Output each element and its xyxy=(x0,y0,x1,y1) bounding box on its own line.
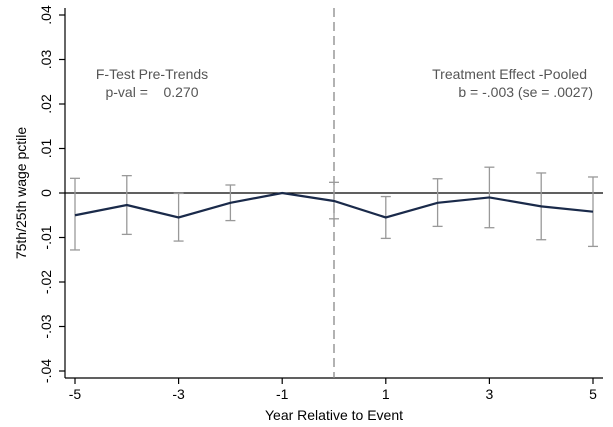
x-tick-label: 5 xyxy=(589,386,597,402)
pooled-effect-value: b = -.003 (se = .0027) xyxy=(458,84,593,100)
x-tick-label: 3 xyxy=(486,386,494,402)
y-axis-title: 75th/25th wage pctile xyxy=(13,127,29,260)
pooled-effect-title: Treatment Effect -Pooled xyxy=(432,66,587,82)
x-axis-title: Year Relative to Event xyxy=(265,407,403,423)
y-tick-label: -.03 xyxy=(38,314,54,338)
confidence-intervals xyxy=(70,166,598,251)
y-tick-label: -.02 xyxy=(38,270,54,294)
y-tick-label: .03 xyxy=(38,50,54,70)
x-tick-label: -1 xyxy=(276,386,289,402)
pretrend-test-pvalue: p-val = 0.270 xyxy=(105,84,198,100)
y-tick-label: -.01 xyxy=(38,225,54,249)
x-axis-ticks: -5 -3 -1 1 3 5 xyxy=(69,378,597,402)
y-tick-label: .04 xyxy=(38,5,54,25)
x-tick-label: -5 xyxy=(69,386,82,402)
y-tick-label: .02 xyxy=(38,94,54,114)
y-tick-label: 0 xyxy=(38,189,54,197)
x-tick-label: -3 xyxy=(172,386,185,402)
y-tick-label: -.04 xyxy=(38,359,54,383)
y-tick-label: .01 xyxy=(38,139,54,159)
y-axis-ticks: -.04 -.03 -.02 -.01 0 .01 .02 .03 .04 xyxy=(38,5,65,383)
x-tick-label: 1 xyxy=(382,386,390,402)
pretrend-test-title: F-Test Pre-Trends xyxy=(96,66,208,82)
estimate-line xyxy=(74,191,594,219)
